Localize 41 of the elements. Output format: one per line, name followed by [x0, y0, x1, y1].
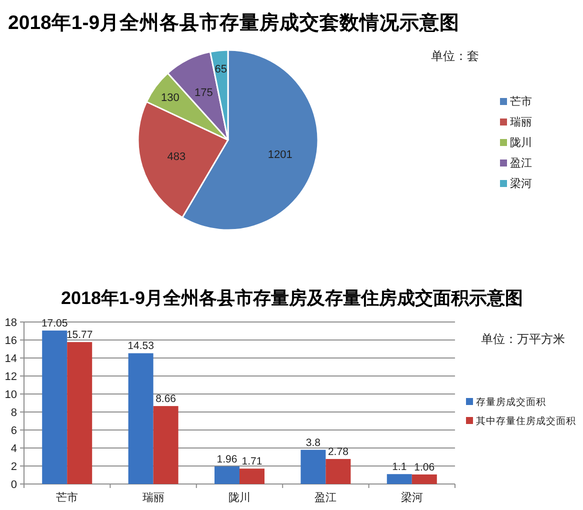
data-label: 1201 — [268, 149, 292, 162]
data-label: 483 — [167, 150, 186, 163]
x-tick-label: 瑞丽 — [142, 492, 164, 504]
data-label: 1.1 — [392, 461, 407, 474]
data-label: 8.66 — [156, 393, 176, 406]
chart-title: 2018年1-9月全州各县市存量房及存量住房成交面积示意图 — [60, 288, 524, 308]
data-label: 3.8 — [306, 436, 320, 449]
annotation: 单位：套 — [431, 49, 479, 63]
legend-label: 存量房成交面积 — [476, 397, 546, 408]
data-label: 130 — [160, 92, 180, 104]
data-label: 1.71 — [242, 456, 262, 468]
legend-label: 梁河 — [510, 178, 532, 190]
legend-label: 芒市 — [510, 96, 532, 108]
x-tick-label: 盈江 — [314, 492, 337, 504]
data-label: 2.78 — [328, 446, 348, 458]
x-tick-label: 芒市 — [56, 492, 78, 504]
x-tick-label: 梁河 — [400, 492, 423, 504]
legend-label: 陇川 — [510, 137, 532, 149]
legend-label: 盈江 — [510, 158, 532, 170]
y-tick-label: 8 — [10, 407, 17, 419]
y-tick-label: 6 — [10, 425, 17, 437]
y-tick-label: 18 — [4, 317, 17, 329]
y-tick-label: 16 — [4, 335, 17, 347]
y-tick-label: 2 — [10, 461, 17, 473]
data-label: 175 — [194, 86, 213, 99]
data-label: 15.77 — [66, 329, 93, 342]
y-tick-label: 12 — [4, 371, 17, 383]
data-label: 17.05 — [41, 318, 68, 330]
legend-label: 其中存量住房成交面积 — [476, 416, 576, 427]
chart-title: 2018年1-9月全州各县市存量房成交套数情况示意图 — [8, 12, 460, 34]
legend-label: 瑞丽 — [510, 116, 532, 128]
y-tick-label: 0 — [10, 479, 17, 491]
data-label: 65 — [214, 63, 227, 76]
data-label: 1.06 — [414, 461, 435, 474]
data-label: 14.53 — [128, 340, 154, 352]
y-tick-label: 14 — [4, 353, 17, 365]
x-tick-label: 陇川 — [228, 492, 250, 504]
y-tick-label: 10 — [4, 389, 17, 401]
data-label: 1.96 — [216, 453, 238, 466]
annotation: 单位：万平方米 — [481, 332, 565, 346]
y-tick-label: 4 — [10, 443, 17, 455]
